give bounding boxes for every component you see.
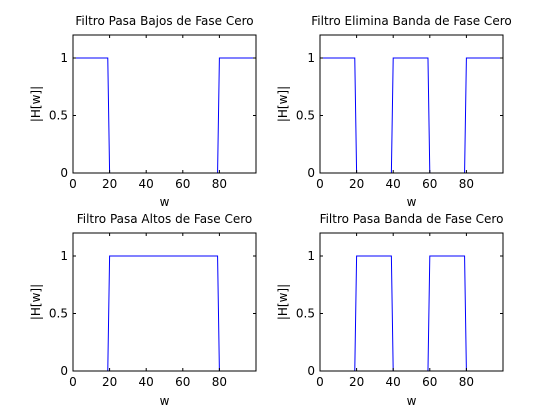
y-tick-label: 0: [60, 364, 68, 378]
y-axis-label: |H[w]|: [276, 284, 290, 320]
y-tick-label: 0: [60, 166, 68, 180]
y-tick-label: 1: [307, 249, 315, 263]
y-tick-label: 1: [307, 51, 315, 65]
x-tick-label: 80: [212, 177, 227, 191]
chart-title: Filtro Pasa Banda de Fase Cero: [320, 212, 504, 226]
x-tick-label: 60: [422, 375, 437, 389]
y-tick-label: 0: [307, 364, 315, 378]
y-axis-label: |H[w]|: [29, 284, 43, 320]
y-tick-label: 0.5: [49, 109, 68, 123]
x-axis-label: w: [407, 195, 417, 209]
y-axis-label: |H[w]|: [29, 86, 43, 122]
y-tick-label: 0.5: [296, 307, 315, 321]
chart-title: Filtro Pasa Bajos de Fase Cero: [75, 14, 253, 28]
x-tick-label: 60: [175, 375, 190, 389]
x-tick-label: 0: [316, 375, 324, 389]
y-tick-label: 0.5: [296, 109, 315, 123]
chart-title: Filtro Pasa Altos de Fase Cero: [77, 212, 253, 226]
y-axis-label: |H[w]|: [276, 86, 290, 122]
x-axis-label: w: [160, 394, 170, 408]
y-tick-label: 1: [60, 51, 68, 65]
x-tick-label: 60: [422, 177, 437, 191]
x-tick-label: 20: [102, 375, 117, 389]
x-tick-label: 0: [316, 177, 324, 191]
x-axis-label: w: [407, 394, 417, 408]
x-tick-label: 40: [386, 375, 401, 389]
x-tick-label: 20: [102, 177, 117, 191]
x-tick-label: 20: [349, 177, 364, 191]
chart-title: Filtro Elimina Banda de Fase Cero: [311, 14, 511, 28]
x-tick-label: 0: [69, 177, 77, 191]
x-tick-label: 60: [175, 177, 190, 191]
x-tick-label: 80: [212, 375, 227, 389]
x-tick-label: 40: [139, 375, 154, 389]
x-tick-label: 40: [386, 177, 401, 191]
x-tick-label: 80: [459, 375, 474, 389]
x-axis-label: w: [160, 195, 170, 209]
x-tick-label: 20: [349, 375, 364, 389]
x-tick-label: 80: [459, 177, 474, 191]
x-tick-label: 0: [69, 375, 77, 389]
y-tick-label: 0: [307, 166, 315, 180]
y-tick-label: 1: [60, 249, 68, 263]
y-tick-label: 0.5: [49, 307, 68, 321]
x-tick-label: 40: [139, 177, 154, 191]
